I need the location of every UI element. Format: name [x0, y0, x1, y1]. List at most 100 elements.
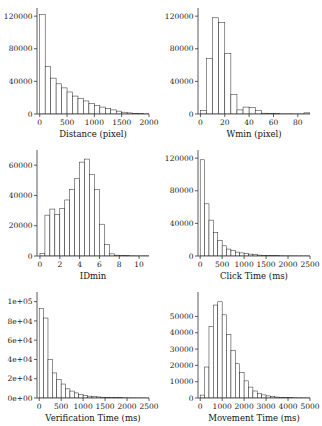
y-tick: [34, 195, 37, 196]
y-tick-label: 50000: [170, 312, 194, 321]
bar: [249, 387, 253, 398]
bar: [227, 249, 231, 256]
bar: [67, 92, 72, 114]
x-tick: [297, 114, 298, 117]
bar: [200, 395, 204, 398]
y-tick: [195, 81, 198, 82]
y-tick: [195, 190, 198, 191]
x-tick: [121, 114, 122, 117]
x-tick-label: 1500: [112, 118, 131, 127]
x-tick: [200, 398, 201, 401]
y-tick-label: 20000: [170, 361, 194, 370]
bar: [240, 373, 244, 398]
bar: [218, 241, 222, 256]
bar: [218, 302, 222, 398]
bars: [200, 302, 310, 398]
panel: 050010001500200004000080000120000Distanc…: [4, 8, 159, 139]
bar: [225, 54, 231, 114]
x-tick-label: 1000: [235, 260, 254, 269]
y-tick: [195, 349, 198, 350]
bar: [235, 252, 239, 256]
y-axis: [198, 150, 199, 256]
y-tick-label: 6e+04: [7, 336, 32, 345]
x-tick: [39, 256, 40, 259]
bar: [83, 101, 88, 114]
panel: 02040608004000080000120000Wmin (pixel): [165, 8, 310, 139]
bar: [62, 88, 67, 114]
x-tick-label: 0: [198, 402, 203, 411]
y-tick: [195, 381, 198, 382]
x-tick-label: 80: [293, 118, 303, 127]
x-tick: [94, 114, 95, 117]
bar: [66, 389, 70, 398]
x-axis-label: Verification Time (ms): [44, 413, 140, 423]
x-axis-label: Wmin (pixel): [226, 129, 281, 139]
y-tick-label: 120000: [165, 12, 194, 21]
y-tick: [195, 365, 198, 366]
y-tick: [195, 114, 198, 115]
x-tick: [139, 256, 140, 259]
bar: [40, 15, 45, 114]
bar: [207, 59, 213, 114]
bar: [80, 162, 85, 256]
y-tick-label: 20000: [9, 221, 33, 230]
bars: [40, 15, 149, 114]
bar: [257, 393, 261, 398]
y-tick: [195, 316, 198, 317]
x-tick-label: 4: [77, 260, 82, 269]
x-tick: [288, 256, 289, 259]
x-tick-label: 2: [57, 260, 62, 269]
bar: [65, 200, 70, 256]
panel: 02468100200004000060000IDmin: [9, 150, 149, 281]
y-tick-label: 80000: [9, 44, 33, 53]
x-tick: [83, 398, 84, 401]
y-tick: [34, 359, 37, 360]
y-tick-label: 120000: [4, 12, 33, 21]
bar: [244, 381, 248, 398]
bar: [44, 318, 48, 398]
x-tick: [288, 398, 289, 401]
x-tick-label: 1000: [213, 402, 232, 411]
y-tick-label: 1e+05: [7, 297, 32, 306]
y-tick: [34, 16, 37, 17]
bar: [94, 189, 99, 256]
bar: [213, 18, 219, 114]
y-tick-label: 4e+04: [7, 355, 32, 364]
bar: [78, 99, 83, 114]
bar: [200, 110, 206, 114]
bar: [240, 253, 244, 256]
bar: [222, 246, 226, 256]
y-tick-label: 40000: [170, 219, 194, 228]
x-axis: [37, 398, 149, 399]
x-tick-label: 4000: [278, 402, 297, 411]
x-tick: [266, 398, 267, 401]
bar: [89, 103, 94, 114]
x-tick: [266, 256, 267, 259]
y-tick-label: 2e+04: [7, 374, 32, 383]
x-tick: [79, 256, 80, 259]
x-tick-label: 500: [215, 260, 230, 269]
bar: [55, 214, 60, 256]
y-tick-label: 0: [189, 394, 194, 403]
x-tick: [105, 398, 106, 401]
x-axis: [198, 256, 310, 257]
x-tick-label: 0: [37, 402, 42, 411]
x-tick-label: 0: [198, 260, 203, 269]
bar: [83, 395, 87, 398]
x-tick-label: 0: [37, 118, 42, 127]
x-tick: [200, 256, 201, 259]
x-tick-label: 10: [134, 260, 144, 269]
y-tick-label: 40000: [9, 77, 33, 86]
x-tick-label: 3000: [257, 402, 276, 411]
x-tick-label: 1500: [96, 402, 115, 411]
x-axis-label: Click Time (ms): [220, 271, 288, 281]
x-axis-label: IDmin: [80, 271, 107, 281]
x-axis: [37, 114, 149, 115]
x-tick-label: 500: [60, 118, 75, 127]
bar: [60, 208, 65, 256]
bar: [205, 367, 209, 398]
bar: [45, 67, 50, 114]
x-tick-label: 2500: [300, 260, 319, 269]
x-tick-label: 0: [198, 118, 203, 127]
bar: [253, 391, 257, 398]
